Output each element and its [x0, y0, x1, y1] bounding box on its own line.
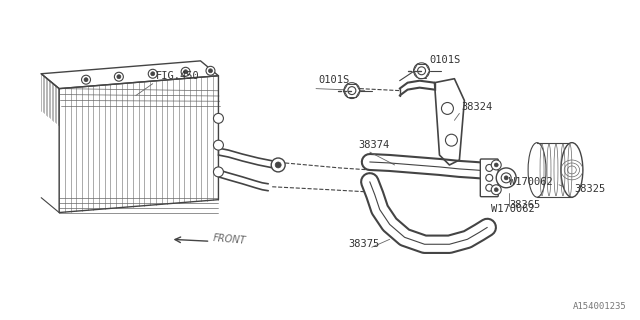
Text: 38325: 38325: [574, 184, 605, 194]
Circle shape: [494, 163, 498, 167]
Circle shape: [214, 167, 223, 177]
Circle shape: [84, 78, 88, 82]
Circle shape: [496, 168, 516, 188]
Circle shape: [206, 66, 215, 75]
Circle shape: [413, 63, 429, 79]
Circle shape: [275, 162, 281, 168]
Circle shape: [151, 72, 155, 76]
Circle shape: [214, 140, 223, 150]
Text: 38365: 38365: [509, 200, 540, 210]
FancyBboxPatch shape: [480, 159, 498, 197]
Text: 38374: 38374: [358, 140, 389, 150]
Circle shape: [501, 173, 511, 183]
Circle shape: [348, 87, 356, 95]
Text: FIG.450: FIG.450: [156, 71, 200, 81]
Circle shape: [184, 70, 188, 74]
Text: 0101S: 0101S: [429, 55, 461, 65]
Text: W170062: W170062: [509, 177, 553, 187]
Circle shape: [445, 134, 458, 146]
Circle shape: [486, 184, 493, 191]
Circle shape: [492, 185, 501, 195]
Circle shape: [81, 75, 90, 84]
Circle shape: [181, 67, 190, 76]
Text: W170062: W170062: [492, 204, 535, 213]
Circle shape: [271, 158, 285, 172]
Circle shape: [209, 69, 212, 73]
Circle shape: [344, 83, 360, 99]
Text: 38375: 38375: [348, 239, 379, 249]
Text: FRONT: FRONT: [212, 233, 246, 246]
Circle shape: [214, 113, 223, 123]
Circle shape: [417, 67, 426, 75]
Text: 38324: 38324: [461, 102, 493, 112]
Text: 0101S: 0101S: [318, 75, 349, 85]
Circle shape: [115, 72, 124, 81]
Circle shape: [486, 164, 493, 172]
Circle shape: [148, 69, 157, 78]
Circle shape: [486, 174, 493, 181]
Text: A154001235: A154001235: [573, 302, 627, 311]
Circle shape: [442, 102, 453, 114]
Circle shape: [117, 75, 121, 79]
Ellipse shape: [561, 143, 583, 197]
Circle shape: [492, 160, 501, 170]
Circle shape: [494, 188, 498, 192]
Ellipse shape: [528, 143, 546, 197]
Circle shape: [504, 176, 508, 180]
